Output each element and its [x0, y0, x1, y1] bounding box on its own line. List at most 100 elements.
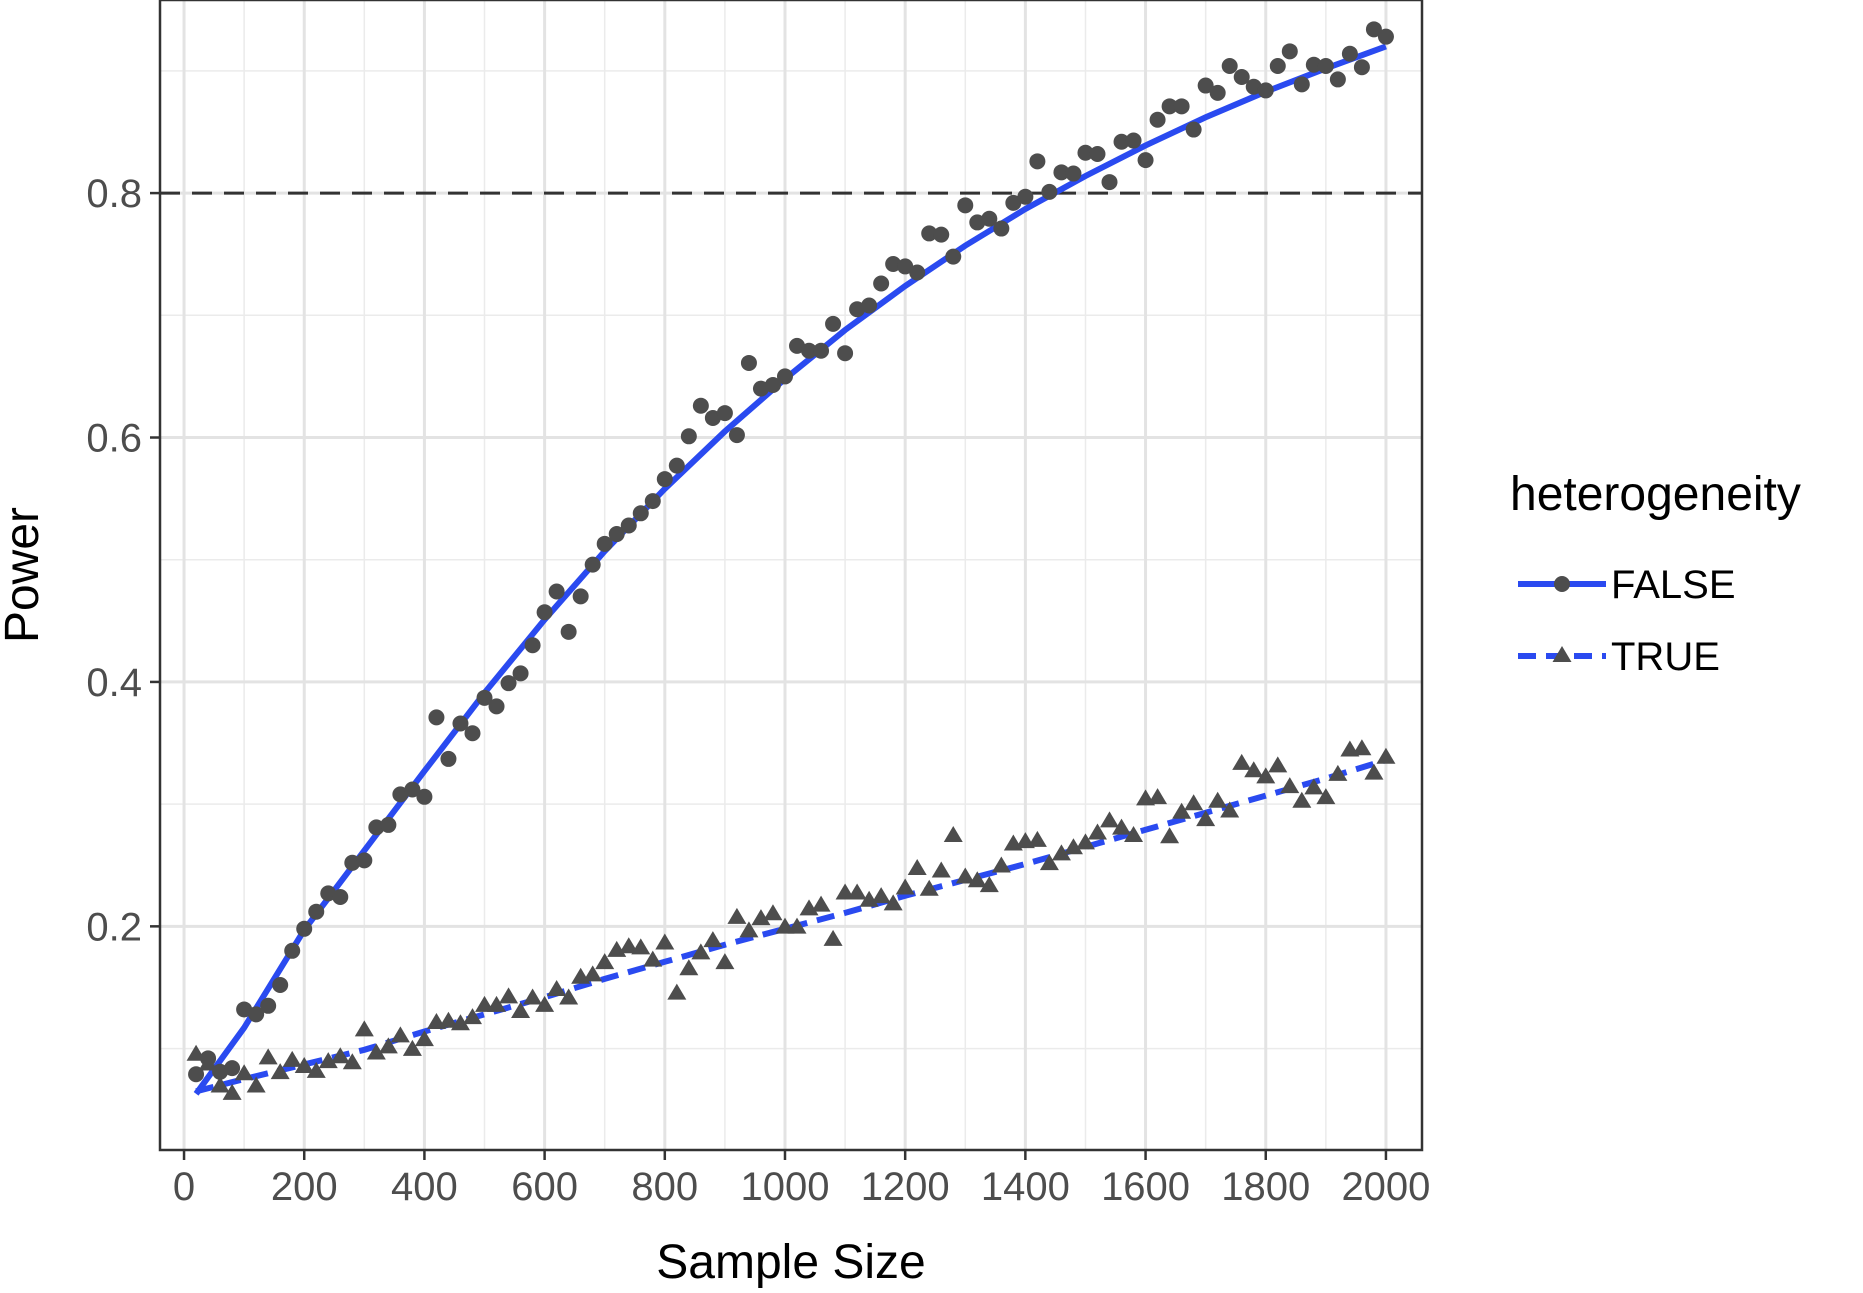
legend-title: heterogeneity — [1510, 468, 1801, 521]
point-false — [740, 354, 757, 371]
y-tick-label: 0.2 — [86, 905, 142, 949]
point-false — [789, 337, 806, 354]
point-true — [1172, 802, 1192, 819]
point-true — [883, 894, 903, 911]
point-true — [835, 883, 855, 900]
point-false — [1233, 68, 1250, 85]
point-true — [559, 988, 579, 1005]
point-true — [619, 937, 639, 954]
point-false — [1089, 145, 1106, 162]
point-false — [1281, 43, 1298, 60]
point-false — [885, 255, 902, 272]
point-false — [380, 816, 397, 833]
point-false — [728, 427, 745, 444]
point-false — [548, 583, 565, 600]
point-true — [679, 959, 699, 976]
point-false — [440, 750, 457, 767]
x-tick-label: 1400 — [981, 1165, 1070, 1209]
point-true — [1220, 801, 1240, 818]
point-false — [1005, 194, 1022, 211]
point-true — [1124, 825, 1144, 842]
point-false — [416, 788, 433, 805]
point-false — [1305, 56, 1322, 73]
point-false — [308, 903, 325, 920]
x-tick-label: 0 — [173, 1165, 195, 1209]
point-false — [1353, 59, 1370, 76]
point-false — [668, 457, 685, 474]
y-axis-ticks: 0.2 0.4 0.6 0.8 — [86, 172, 160, 949]
point-true — [1184, 794, 1204, 811]
point-true — [1280, 777, 1300, 794]
point-false — [1029, 153, 1046, 170]
point-true — [1087, 823, 1107, 840]
point-false — [1209, 84, 1226, 101]
point-false — [656, 471, 673, 488]
point-true — [366, 1043, 386, 1060]
point-true — [1292, 791, 1312, 808]
point-true — [643, 950, 663, 967]
legend-marker-false — [1554, 576, 1570, 592]
point-false — [825, 315, 842, 332]
point-true — [234, 1064, 254, 1081]
point-false — [752, 380, 769, 397]
point-false — [596, 535, 613, 552]
point-false — [969, 214, 986, 231]
point-true — [943, 825, 963, 842]
x-tick-label: 1200 — [861, 1165, 950, 1209]
point-false — [813, 342, 830, 359]
point-false — [464, 725, 481, 742]
legend-marker-true — [1552, 646, 1572, 662]
point-false — [1377, 28, 1394, 45]
point-false — [620, 517, 637, 534]
point-true — [294, 1056, 314, 1073]
point-true — [462, 1008, 482, 1025]
point-false — [1041, 183, 1058, 200]
point-true — [210, 1076, 230, 1093]
point-false — [1113, 133, 1130, 150]
point-true — [438, 1011, 458, 1028]
point-true — [583, 965, 603, 982]
point-true — [595, 953, 615, 970]
point-false — [1221, 57, 1238, 74]
point-true — [378, 1037, 398, 1054]
point-false — [296, 920, 313, 937]
point-false — [524, 637, 541, 654]
point-true — [1352, 739, 1372, 756]
point-true — [775, 917, 795, 934]
point-true — [258, 1048, 278, 1065]
point-false — [428, 709, 445, 726]
point-true — [895, 878, 915, 895]
point-true — [1364, 763, 1384, 780]
point-false — [1197, 77, 1214, 94]
x-tick-label: 1000 — [740, 1165, 829, 1209]
x-tick-label: 600 — [511, 1165, 578, 1209]
y-tick-label: 0.8 — [86, 172, 142, 216]
point-false — [488, 698, 505, 715]
point-false — [1341, 45, 1358, 62]
point-true — [991, 856, 1011, 873]
point-true — [631, 938, 651, 955]
point-false — [272, 977, 289, 994]
point-true — [1100, 811, 1120, 828]
x-tick-label: 2000 — [1341, 1165, 1430, 1209]
point-false — [560, 623, 577, 640]
point-false — [632, 505, 649, 522]
point-false — [921, 225, 938, 242]
point-false — [320, 885, 337, 902]
point-true — [354, 1020, 374, 1037]
y-tick-label: 0.4 — [86, 661, 142, 705]
legend-items: FALSE TRUE — [1518, 563, 1736, 679]
point-true — [1063, 838, 1083, 855]
point-true — [919, 879, 939, 896]
point-false — [1293, 76, 1310, 93]
point-false — [608, 526, 625, 543]
point-false — [284, 942, 301, 959]
point-true — [1328, 764, 1348, 781]
point-true — [763, 904, 783, 921]
point-false — [945, 248, 962, 265]
point-true — [1244, 761, 1264, 778]
point-true — [667, 983, 687, 1000]
point-true — [871, 887, 891, 904]
point-true — [450, 1014, 470, 1031]
data-points — [186, 21, 1396, 1100]
